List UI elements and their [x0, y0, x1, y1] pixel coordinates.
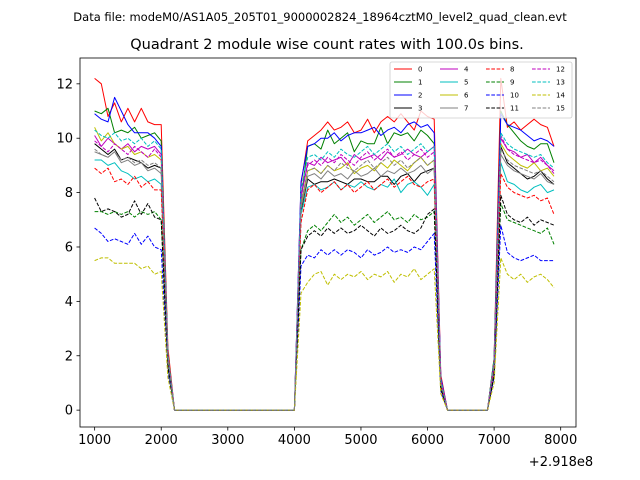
axes-frame	[79, 57, 577, 428]
legend-label-10: 10	[510, 92, 519, 100]
legend-label-3: 3	[418, 105, 422, 113]
y-tick-label: 6	[65, 240, 73, 255]
y-tick-label: 2	[65, 349, 73, 364]
x-tick-label: 6000	[411, 433, 444, 448]
x-tick-label: 3000	[211, 433, 244, 448]
legend-label-9: 9	[510, 79, 514, 87]
legend-label-2: 2	[418, 92, 422, 100]
legend-label-13: 13	[556, 79, 565, 87]
x-tick-label: 5000	[344, 433, 377, 448]
chart-title: Quadrant 2 module wise count rates with …	[130, 37, 524, 53]
x-offset-label: +2.918e8	[529, 455, 593, 470]
legend-label-6: 6	[464, 92, 469, 100]
x-tick-label: 8000	[544, 433, 577, 448]
x-tick-label: 7000	[478, 433, 511, 448]
legend-label-12: 12	[556, 66, 565, 74]
y-tick-label: 8	[65, 186, 73, 201]
x-tick-label: 1000	[78, 433, 111, 448]
y-tick-label: 12	[56, 77, 73, 92]
legend-box	[389, 61, 573, 119]
x-axis: 1000 2000 3000 4000 5000 6000 7000 8000	[78, 427, 577, 448]
legend-label-14: 14	[556, 92, 565, 100]
legend-label-4: 4	[464, 66, 469, 74]
legend-label-0: 0	[418, 66, 422, 74]
legend-label-1: 1	[418, 79, 422, 87]
legend-label-7: 7	[464, 105, 468, 113]
series-line-15	[94, 148, 555, 411]
x-tick-label: 2000	[145, 433, 178, 448]
legend-label-11: 11	[510, 105, 519, 113]
y-tick-label: 10	[56, 132, 73, 147]
y-axis: 0 2 4 6 8 10 12	[56, 77, 80, 419]
legend-label-15: 15	[556, 105, 565, 113]
legend-label-5: 5	[464, 79, 468, 87]
x-tick-label: 4000	[278, 433, 311, 448]
plot-area	[79, 57, 577, 428]
legend-label-8: 8	[510, 66, 514, 74]
suptitle: Data file: modeM0/AS1A05_205T01_90000028…	[73, 10, 567, 24]
y-tick-label: 0	[65, 404, 73, 419]
y-tick-label: 4	[65, 295, 73, 310]
